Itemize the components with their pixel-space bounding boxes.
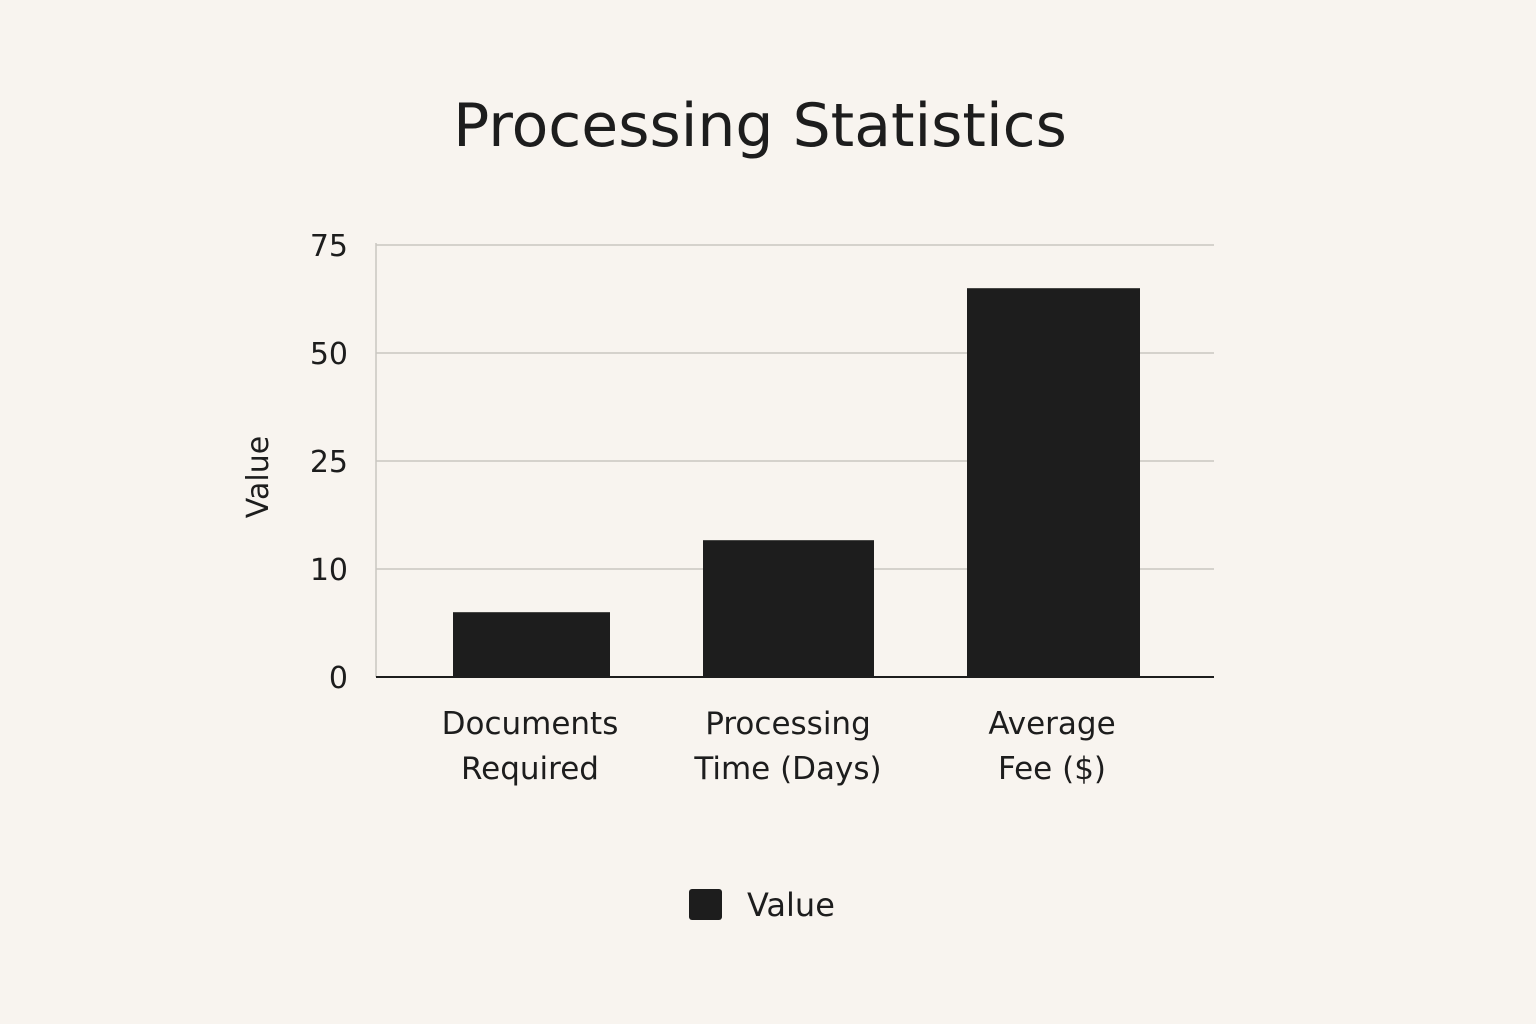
y-tick-label: 10 <box>310 553 348 588</box>
x-tick-label: Documents Required <box>442 706 619 787</box>
x-tick-label: Average Fee ($) <box>988 706 1115 787</box>
y-tick-label: 75 <box>310 229 348 264</box>
bars <box>453 288 1140 677</box>
legend-label: Value <box>747 886 835 924</box>
y-tick-label: 0 <box>329 661 348 696</box>
legend: Value <box>689 886 835 924</box>
y-tick-label: 25 <box>310 445 348 480</box>
x-tick-label: Processing Time (Days) <box>693 706 881 787</box>
legend-swatch <box>689 889 722 920</box>
y-axis-title: Value <box>241 436 276 518</box>
y-tick-labels: 0 10 25 50 75 <box>310 229 348 696</box>
bar-0 <box>453 612 610 677</box>
chart-title: Processing Statistics <box>453 91 1067 161</box>
y-tick-label: 50 <box>310 337 348 372</box>
bar-1 <box>703 540 874 677</box>
bar-2 <box>967 288 1140 677</box>
x-tick-labels: Documents Required Processing Time (Days) Av… <box>442 706 1116 787</box>
